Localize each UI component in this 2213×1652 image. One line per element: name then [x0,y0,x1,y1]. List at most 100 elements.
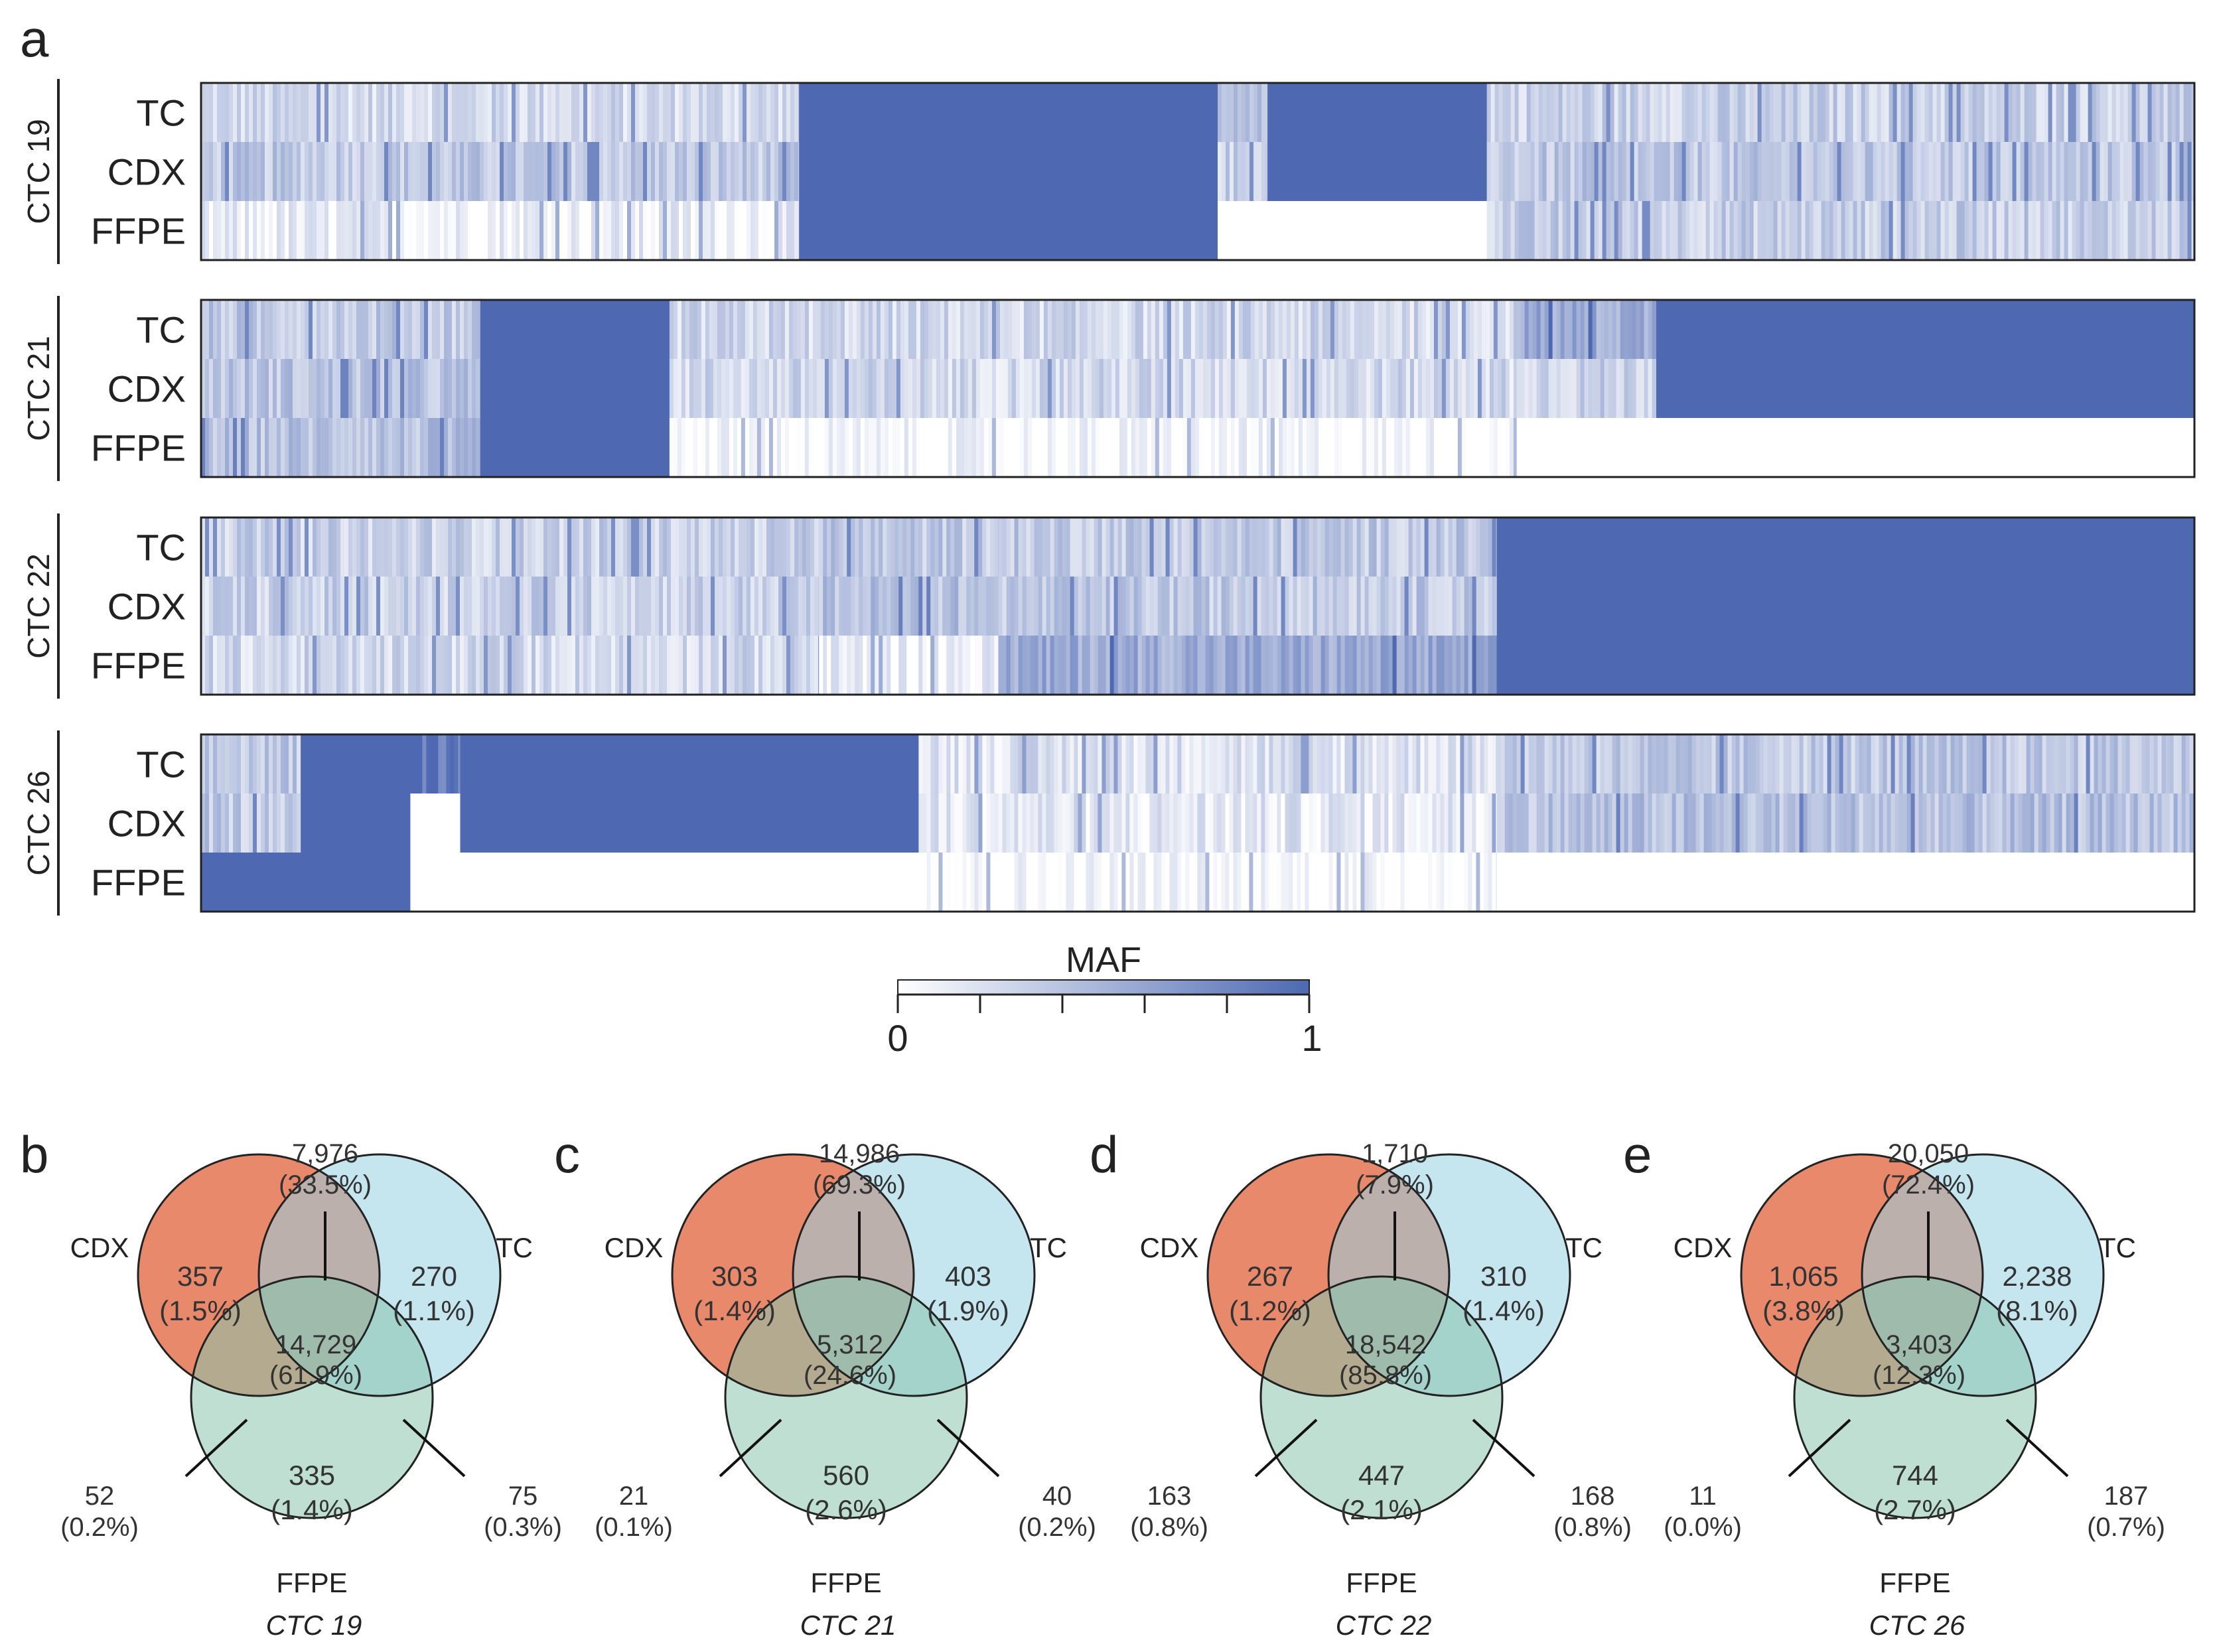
heatmap-cell [1452,636,1457,695]
heatmap-cell [1544,793,1549,853]
heatmap-cell [1317,793,1321,853]
heatmap-cell [1988,201,1993,260]
heatmap-cell [1749,201,1754,260]
heatmap-cell [1437,418,1443,477]
heatmap-cell [551,517,556,577]
heatmap-cell [864,359,869,418]
heatmap-cell [1030,636,1035,695]
heatmap-cell [1078,734,1082,793]
heatmap-cell [301,300,305,359]
heatmap-cell [1321,734,1325,793]
heatmap-cell [336,517,341,577]
heatmap-cell [396,636,401,695]
heatmap-cell [1773,201,1778,260]
heatmap-cell [1486,142,1492,201]
heatmap-cell [376,201,381,260]
heatmap-cell [1360,636,1366,695]
heatmap-cell [297,300,301,359]
heatmap-cell [328,142,333,201]
heatmap-cell [922,734,927,793]
heatmap-cell [1305,793,1309,853]
heatmap-cell [687,636,691,695]
heatmap-cell [1448,853,1453,912]
heatmap-cell [778,577,783,636]
heatmap-cell [1257,142,1262,201]
heatmap-cell [324,359,329,418]
heatmap-cell [1644,793,1649,853]
heatmap-cell [944,300,949,359]
heatmap-cell [2004,201,2009,260]
heatmap-cell [261,142,265,201]
heatmap-cell [1356,853,1361,912]
heatmap-cell [1432,734,1437,793]
heatmap-cell [1528,359,1534,418]
row-label-tc: TC [136,744,186,786]
heatmap-cell [995,418,1001,477]
heatmap-cell [739,636,743,695]
heatmap-cell [675,577,679,636]
heatmap-cell [1705,201,1711,260]
heatmap-cell [794,577,799,636]
heatmap-cell [904,359,909,418]
heatmap-cell [1745,201,1750,260]
venn-count-cdx-tc: 20,050 [1888,1139,1969,1168]
heatmap-cell [615,83,620,142]
heatmap-cell [792,300,798,359]
heatmap-cell [2169,734,2175,793]
heatmap-cell [1186,418,1192,477]
heatmap-cell [1290,300,1295,359]
heatmap-cell [1246,300,1251,359]
heatmap-cell [364,636,369,695]
heatmap-cell [460,853,919,912]
heatmap-cell [1086,793,1090,853]
heatmap-cell [1887,734,1892,793]
heatmap-cell [595,201,600,260]
heatmap-cell [879,577,883,636]
heatmap-cell [209,734,214,793]
heatmap-cell [1321,636,1326,695]
heatmap-cell [737,359,742,418]
heatmap-cell [1340,853,1345,912]
heatmap-cell [229,83,234,142]
heatmap-cell [669,300,674,359]
heatmap-cell [914,636,919,695]
heatmap-cell [790,636,795,695]
heatmap-cell [1145,636,1151,695]
heatmap-cell [979,300,985,359]
heatmap-cell [1504,734,1510,793]
heatmap-cell [352,359,357,418]
heatmap-cell [1002,853,1007,912]
heatmap-cell [237,359,242,418]
heatmap-cell [1785,142,1790,201]
heatmap-cell [828,300,833,359]
heatmap-cell [1386,359,1391,418]
heatmap-cell [938,577,943,636]
heatmap-cell [747,201,751,260]
heatmap-cell [1656,359,2195,418]
heatmap-cell [448,359,453,418]
heatmap-cell [1238,418,1244,477]
heatmap-cell [786,636,791,695]
heatmap-cell [1942,734,1948,793]
heatmap-cell [1456,853,1461,912]
heatmap-cell [1209,793,1214,853]
heatmap-cell [476,517,480,577]
heatmap-cell [257,201,261,260]
heatmap-cell [1198,300,1204,359]
heatmap-cell [1767,793,1772,853]
heatmap-cell [1178,359,1184,418]
heatmap-cell [1477,300,1482,359]
heatmap-cell [500,577,504,636]
heatmap-cell [754,636,759,695]
heatmap-cell [1269,577,1274,636]
heatmap-cell [1512,734,1518,793]
heatmap-cell [1301,517,1306,577]
heatmap-cell [1090,853,1094,912]
heatmap-cell [1185,793,1190,853]
heatmap-cell [1165,577,1171,636]
heatmap-cell [615,142,620,201]
heatmap-cell [938,636,943,695]
heatmap-cell [1883,793,1888,853]
heatmap-cell [1098,853,1102,912]
